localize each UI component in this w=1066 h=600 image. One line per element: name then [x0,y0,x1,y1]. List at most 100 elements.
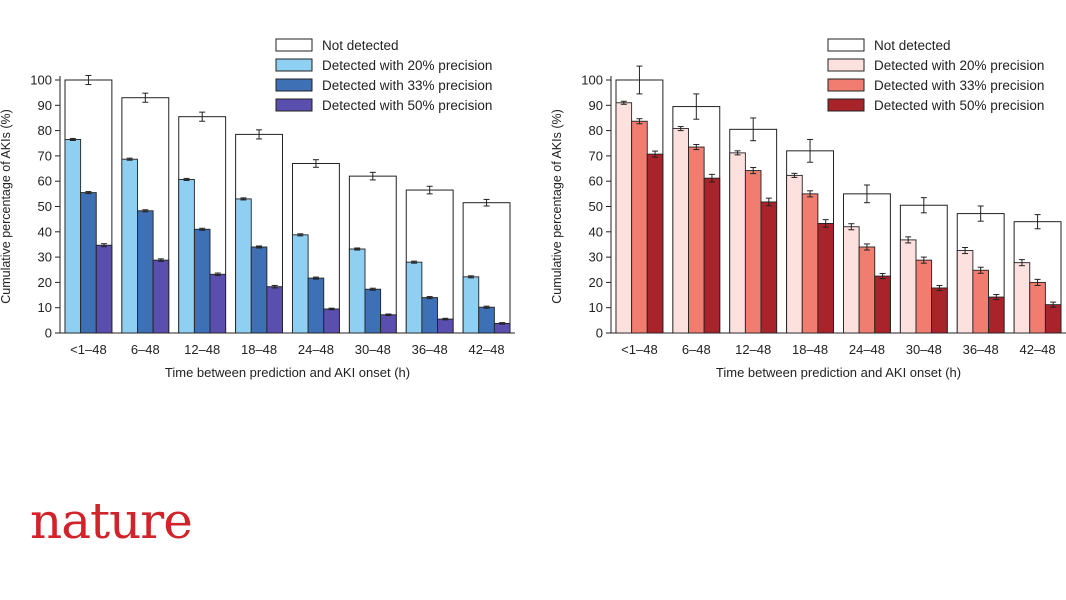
bar-series-2 [972,269,989,334]
y-tick-label: 50 [589,199,603,214]
bar-series-2 [631,120,648,334]
x-tick-label: 6–48 [682,342,711,357]
legend-label: Not detected [322,38,399,53]
bar-series-1 [786,174,803,334]
x-axis-label: Time between prediction and AKI onset (h… [165,365,410,380]
bar-series-1 [121,158,138,334]
bar-series-1 [348,248,366,334]
x-tick-label: <1–48 [621,342,658,357]
x-tick-label: 42–48 [468,342,504,357]
x-tick-label: 30–48 [906,342,942,357]
legend-swatch [275,58,313,72]
y-tick-label: 20 [589,275,603,290]
nature-logo: nature [30,492,193,550]
legend-label: Detected with 33% precision [874,78,1044,93]
x-tick-label: 18–48 [241,342,277,357]
y-axis-label: Cumulative percentage of AKIs (%) [550,109,564,304]
bar-series-3 [323,308,340,334]
x-tick-label: <1–48 [70,342,107,357]
bar-series-3 [437,318,454,334]
bar-series-2 [137,210,154,334]
legend-swatch [827,78,865,92]
legend-swatch [275,38,313,52]
y-tick-label: 40 [589,224,603,239]
y-tick-label: 0 [45,326,52,341]
y-tick-label: 0 [596,326,603,341]
bar-series-3 [874,275,891,334]
y-tick-label: 70 [38,148,52,163]
legend-label: Detected with 33% precision [322,78,492,93]
bar-series-3 [931,287,948,334]
bar-series-2 [421,297,438,334]
bar-series-2 [688,146,705,334]
legend-label: Detected with 20% precision [874,58,1044,73]
bar-series-2 [250,246,268,334]
y-tick-label: 10 [38,300,52,315]
y-tick-label: 60 [589,174,603,189]
x-axis-label: Time between prediction and AKI onset (h… [716,365,961,380]
x-tick-label: 30–48 [355,342,391,357]
bar-series-3 [152,259,170,334]
x-tick-label: 36–48 [963,342,999,357]
bar-series-2 [858,246,876,334]
legend-swatch [827,58,865,72]
bar-series-3 [209,273,227,334]
bar-series-3 [380,314,397,334]
y-tick-label: 90 [38,98,52,113]
y-tick-label: 70 [589,148,603,163]
y-tick-label: 100 [30,73,52,88]
y-axis-label: Cumulative percentage of AKIs (%) [0,109,13,304]
bar-series-1 [615,102,633,334]
chart-panel-2: 0 10 20 30 40 50 60 70 80 90 100 Cumulative percent… [550,38,1066,380]
y-tick-label: 10 [589,300,603,315]
legend-label: Not detected [874,38,951,53]
bar-series-2 [364,288,382,334]
bar-series-2 [915,259,933,334]
x-tick-label: 6–48 [131,342,160,357]
y-tick-label: 50 [38,199,52,214]
chart-panel-1: 0 10 20 30 40 50 60 70 80 90 100 Cumulative percent… [0,38,515,380]
x-tick-label: 36–48 [412,342,448,357]
y-tick-label: 40 [38,224,52,239]
bar-series-3 [817,223,834,334]
bar-series-3 [1044,304,1062,334]
legend-swatch [827,38,865,52]
bar-series-3 [703,177,721,334]
legend-swatch [275,98,313,112]
bar-series-1 [956,250,974,334]
bar-series-2 [307,277,325,334]
bar-series-1 [462,276,480,334]
bar-series-3 [988,296,1005,334]
y-tick-label: 80 [38,123,52,138]
bar-series-3 [266,286,283,334]
y-tick-label: 90 [589,98,603,113]
bar-series-1 [178,178,195,334]
x-tick-label: 12–48 [184,342,220,357]
y-tick-label: 100 [581,73,603,88]
bar-series-1 [672,128,689,334]
legend-label: Detected with 50% precision [874,98,1044,113]
bar-series-3 [95,244,113,334]
bar-series-1 [235,198,252,334]
y-tick-label: 30 [589,250,603,265]
bar-series-1 [64,139,82,334]
bar-series-2 [801,193,819,334]
x-tick-label: 42–48 [1019,342,1055,357]
legend-swatch [275,78,313,92]
bar-series-3 [760,201,778,334]
bar-series-3 [646,153,664,334]
bar-series-2 [193,228,211,334]
bar-series-3 [493,322,511,334]
x-tick-label: 18–48 [792,342,828,357]
bar-series-2 [744,170,762,334]
bar-series-1 [843,226,860,334]
bar-series-1 [729,152,746,334]
bar-series-1 [292,234,309,334]
bar-series-1 [899,239,917,334]
bar-series-2 [478,306,495,334]
bar-series-2 [80,192,97,334]
legend-swatch [827,98,865,112]
x-tick-label: 12–48 [735,342,771,357]
x-tick-label: 24–48 [849,342,885,357]
